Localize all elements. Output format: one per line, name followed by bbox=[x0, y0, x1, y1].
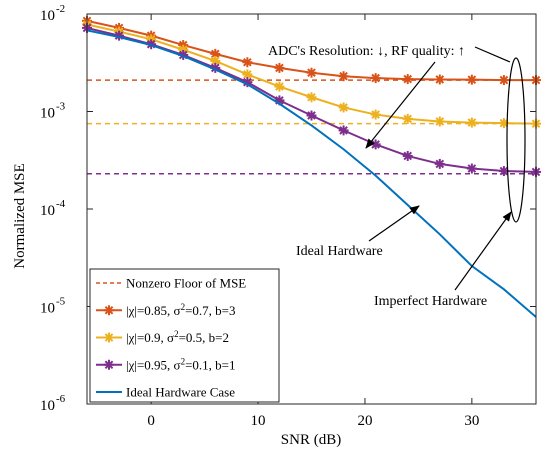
series-2-point-11 bbox=[434, 158, 445, 169]
legend-label-2: |χ|=0.9, σ2=0.5, b=2 bbox=[126, 329, 229, 345]
series-2-point-7 bbox=[306, 110, 317, 121]
x-axis-label: SNR (dB) bbox=[281, 432, 341, 448]
legend-item-3: |χ|=0.95, σ2=0.1, b=1 bbox=[96, 356, 236, 372]
annotation-ideal-hardware: Ideal Hardware bbox=[296, 244, 383, 259]
annotations-layer: ADC's Resolution: ↓, RF quality: ↑ Ideal… bbox=[268, 44, 526, 309]
series-layer bbox=[82, 15, 541, 318]
legend: Nonzero Floor of MSE |χ|=0.85, σ2=0.7, b=… bbox=[89, 268, 280, 403]
series-line-3 bbox=[87, 29, 536, 318]
legend-marker-1 bbox=[104, 305, 114, 316]
legend-item-2: |χ|=0.9, σ2=0.5, b=2 bbox=[96, 329, 229, 345]
y-axis-label: Normalized MSE bbox=[12, 163, 28, 268]
y-tick-label-3: 10 bbox=[40, 106, 55, 122]
y-tick-exponent-4: -2 bbox=[56, 3, 65, 15]
series-1-point-8 bbox=[338, 102, 349, 113]
legend-item-0: Nonzero Floor of MSE bbox=[96, 276, 246, 291]
annotation-adc-resolution: ADC's Resolution: ↓, RF quality: ↑ bbox=[268, 44, 465, 59]
series-0-point-9 bbox=[370, 73, 381, 84]
series-0-point-13 bbox=[498, 75, 509, 86]
series-2-point-8 bbox=[338, 125, 349, 136]
floor-lines-layer bbox=[87, 79, 536, 175]
y-tick-exponent-3: -3 bbox=[56, 101, 66, 113]
legend-label-3: |χ|=0.95, σ2=0.1, b=1 bbox=[126, 356, 236, 372]
series-1-point-12 bbox=[466, 117, 477, 128]
series-1-point-9 bbox=[370, 109, 381, 120]
legend-label-4: Ideal Hardware Case bbox=[126, 385, 235, 400]
annotation-arrow-adc bbox=[365, 61, 436, 149]
series-0-point-5 bbox=[242, 57, 253, 68]
series-1-point-11 bbox=[434, 116, 445, 127]
series-2-point-10 bbox=[402, 150, 413, 161]
y-tick-exponent-0: -6 bbox=[56, 393, 66, 405]
legend-item-4: Ideal Hardware Case bbox=[96, 385, 235, 400]
x-tick-label-0: 0 bbox=[147, 413, 155, 429]
series-0-point-11 bbox=[434, 74, 445, 85]
legend-marker-2 bbox=[104, 332, 114, 343]
annotation-leader-adc bbox=[474, 46, 511, 63]
series-0-point-10 bbox=[402, 74, 413, 85]
legend-box bbox=[89, 268, 280, 403]
series-2-point-13 bbox=[498, 166, 509, 177]
series-2-point-4 bbox=[210, 62, 221, 73]
y-tick-exponent-2: -4 bbox=[56, 198, 66, 210]
y-tick-label-2: 10 bbox=[40, 203, 55, 219]
series-0-point-6 bbox=[274, 62, 285, 73]
y-tick-label-0: 10 bbox=[40, 398, 55, 414]
series-1-point-7 bbox=[306, 92, 317, 103]
legend-item-1: |χ|=0.85, σ2=0.7, b=3 bbox=[96, 302, 236, 318]
y-tick-label-1: 10 bbox=[40, 301, 55, 317]
series-1-point-10 bbox=[402, 113, 413, 124]
series-0-point-4 bbox=[210, 48, 221, 59]
x-tick-label-1: 10 bbox=[251, 413, 266, 429]
y-tick-exponent-1: -5 bbox=[56, 296, 66, 308]
annotation-imperfect-hardware: Imperfect Hardware bbox=[374, 294, 487, 309]
series-0-point-12 bbox=[466, 74, 477, 85]
x-tick-label-2: 20 bbox=[357, 413, 372, 429]
series-1-point-6 bbox=[274, 81, 285, 92]
y-tick-label-4: 10 bbox=[40, 8, 55, 24]
legend-marker-3 bbox=[104, 359, 114, 370]
legend-label-1: |χ|=0.85, σ2=0.7, b=3 bbox=[126, 302, 236, 318]
series-2-point-12 bbox=[466, 163, 477, 174]
annotation-arrow-ideal bbox=[368, 205, 420, 242]
legend-label-0: Nonzero Floor of MSE bbox=[126, 276, 246, 291]
series-2-point-3 bbox=[178, 49, 189, 60]
series-0-point-7 bbox=[306, 67, 317, 78]
annotation-arrow-imperfect bbox=[454, 211, 512, 291]
annotation-ellipse bbox=[506, 57, 526, 223]
series-0-point-8 bbox=[338, 71, 349, 82]
x-tick-label-3: 30 bbox=[464, 413, 479, 429]
